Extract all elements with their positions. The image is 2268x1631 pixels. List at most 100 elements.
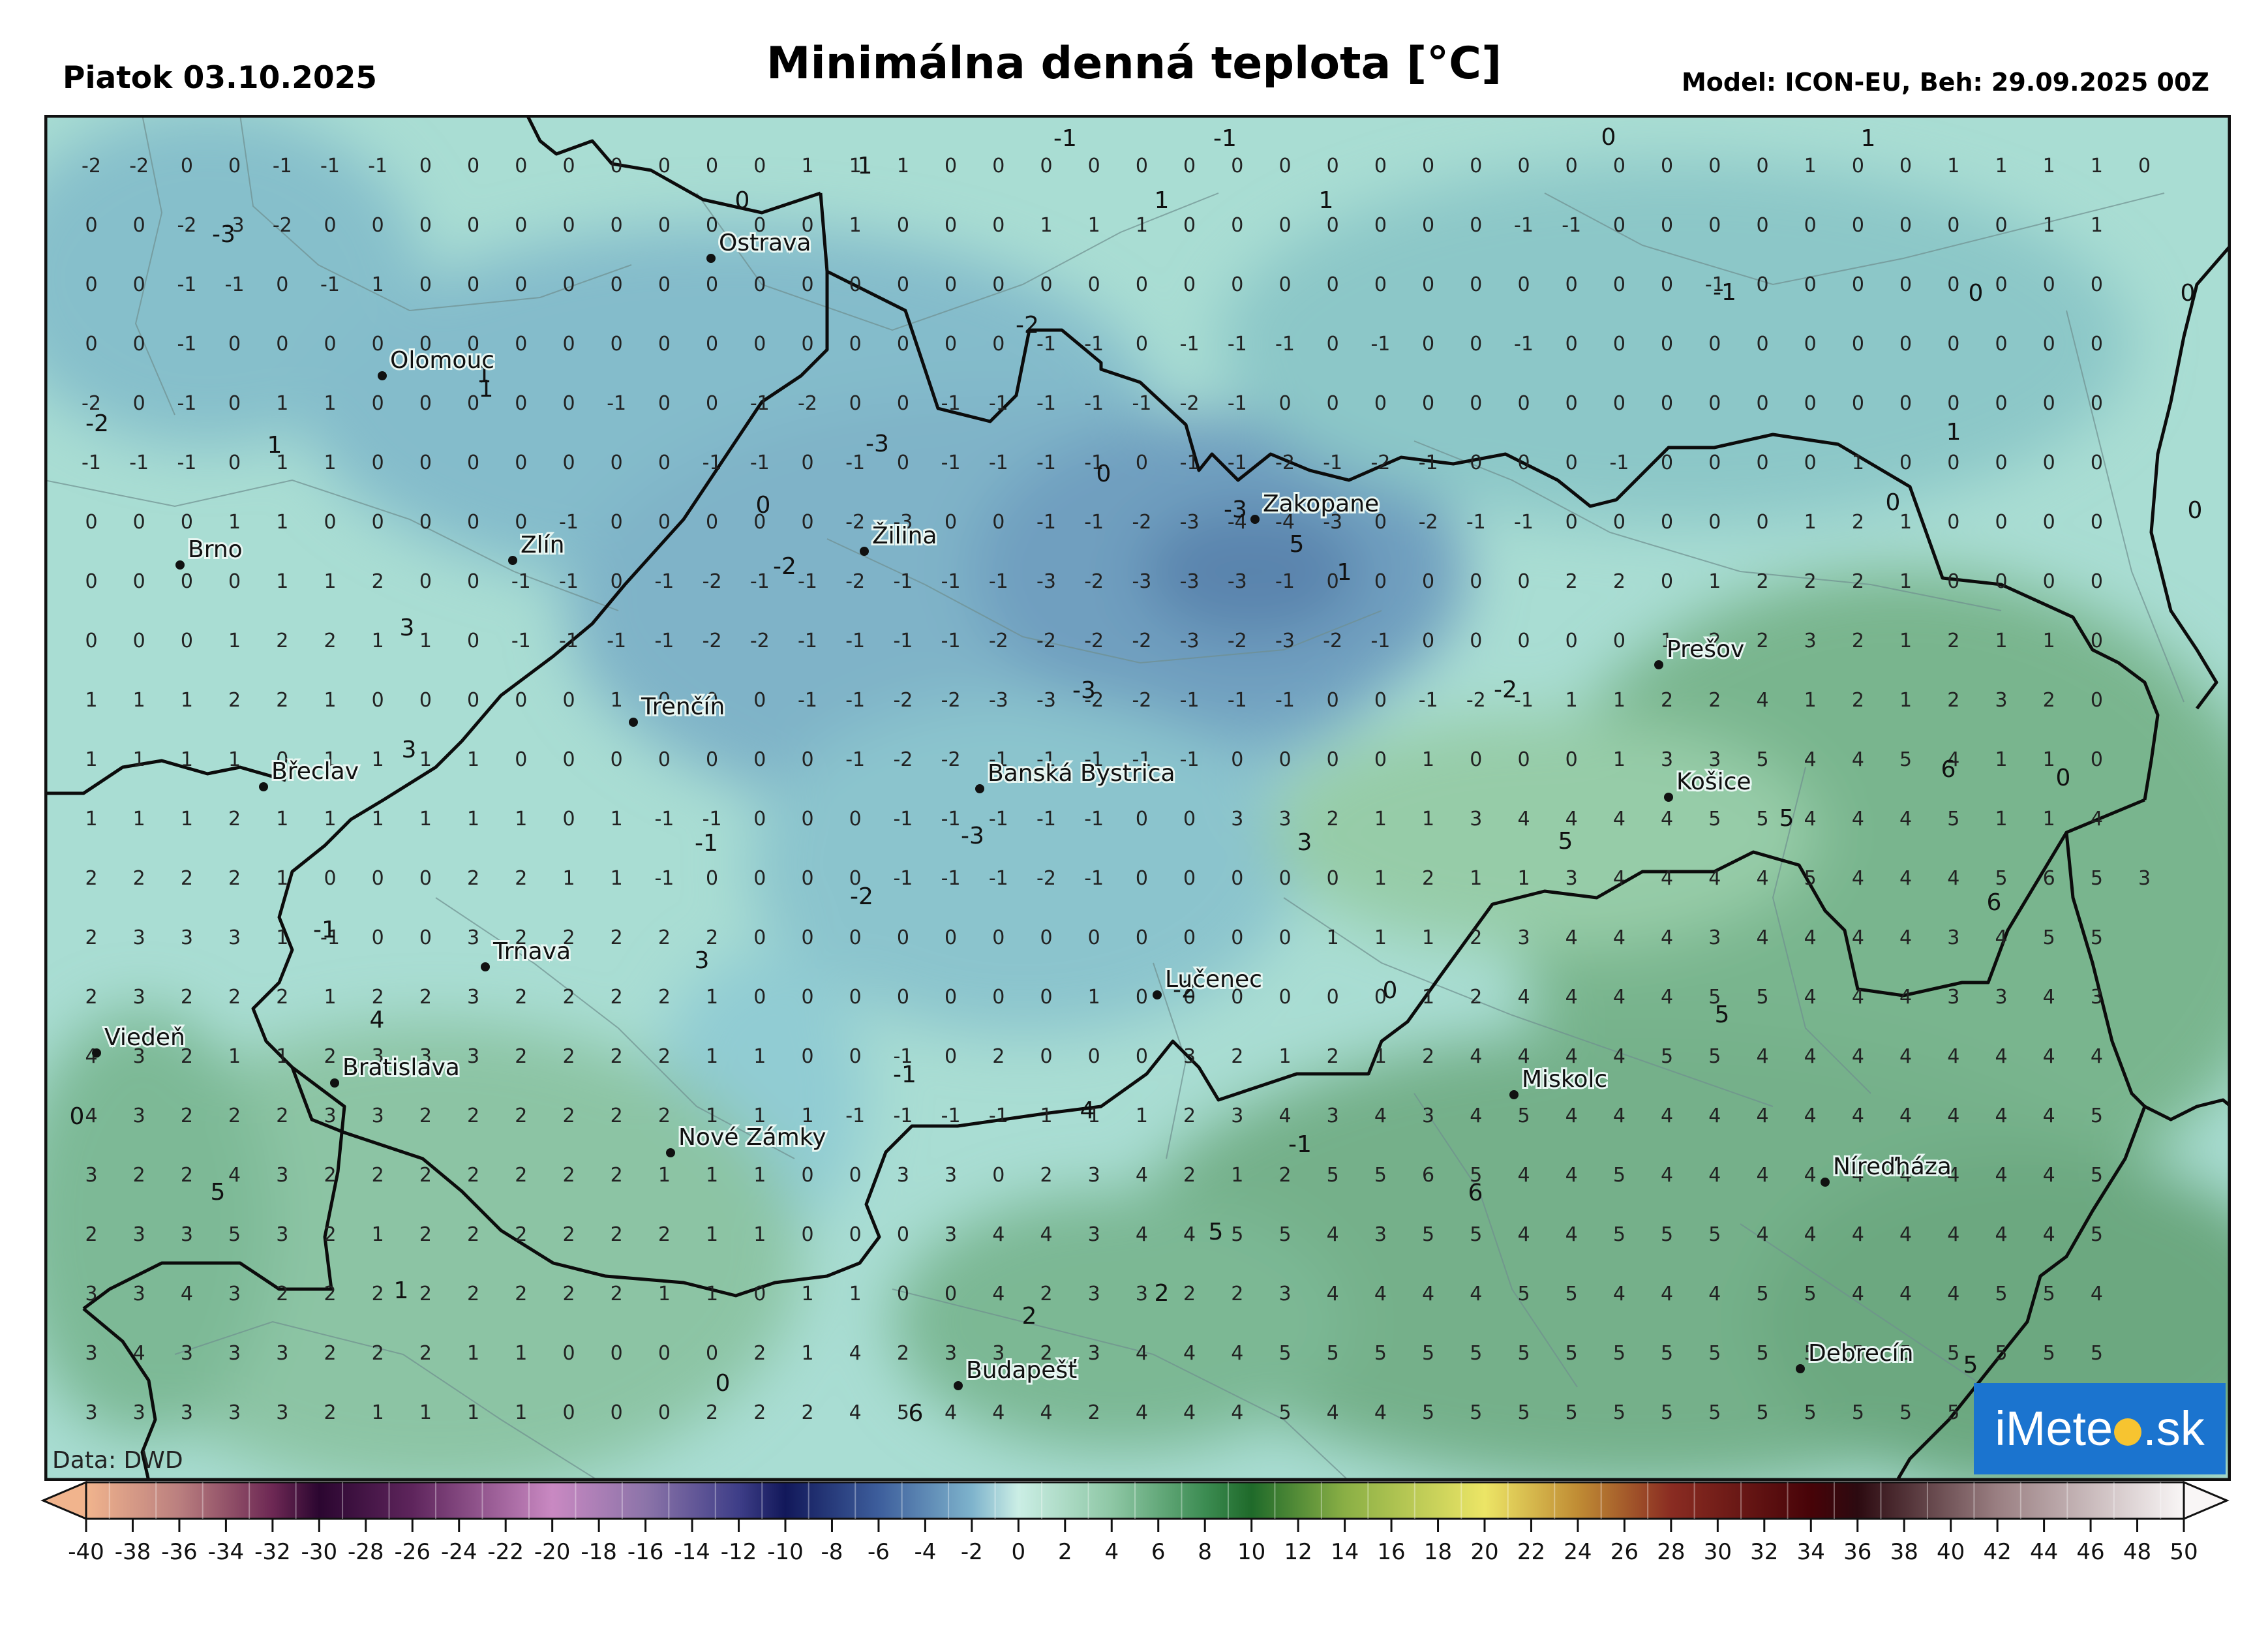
city-marker[interactable]: Banská Bystrica bbox=[975, 758, 1177, 793]
colorbar-tick-labels: -40 -38 -36 -34 -32 -30 -28 -26 -24 -22 -20 -18 -16-… bbox=[68, 1539, 2198, 1565]
city-marker[interactable]: Budapešť bbox=[954, 1355, 1079, 1390]
grid-value: 3 bbox=[1088, 1342, 1100, 1365]
grid-value: 0 bbox=[419, 273, 432, 296]
grid-value: 1 bbox=[1899, 511, 1912, 534]
colorbar-tick-label: -2 bbox=[961, 1539, 983, 1565]
grid-value: 0 bbox=[1995, 451, 2007, 474]
grid-value: 0 bbox=[611, 1342, 623, 1365]
city-marker[interactable]: Zlín bbox=[508, 530, 566, 565]
grid-value: 0 bbox=[276, 748, 288, 771]
grid-value: 3 bbox=[133, 1045, 145, 1068]
grid-value: 4 bbox=[849, 1401, 862, 1424]
grid-value: 1 bbox=[706, 1045, 718, 1068]
grid-value: -1 bbox=[511, 630, 531, 652]
city-marker[interactable]: Debrecín bbox=[1796, 1338, 1916, 1373]
city-marker[interactable]: Trnava bbox=[481, 936, 573, 971]
grid-value: 2 bbox=[276, 630, 288, 652]
city-marker[interactable]: Košice bbox=[1664, 767, 1753, 802]
grid-value: -3 bbox=[893, 511, 913, 534]
city-dot bbox=[175, 560, 185, 570]
city-marker[interactable]: Žilina bbox=[860, 520, 939, 556]
grid-value: 2 bbox=[181, 986, 193, 1009]
grid-value: -1 bbox=[1036, 451, 1056, 474]
grid-value: 1 bbox=[467, 1342, 479, 1365]
grid-value: 5 bbox=[1470, 1401, 1482, 1424]
grid-value: 2 bbox=[562, 1283, 575, 1305]
grid-value: 0 bbox=[658, 333, 671, 356]
grid-value: 0 bbox=[1231, 155, 1243, 177]
colorbar-ticks bbox=[85, 1482, 2185, 1532]
grid-value: 2 bbox=[1422, 867, 1434, 890]
grid-value: 1 bbox=[133, 748, 145, 771]
grid-value: 4 bbox=[1804, 1105, 1817, 1127]
grid-value: -1 bbox=[1370, 630, 1390, 652]
city-marker[interactable]: Viedeň bbox=[92, 1022, 187, 1058]
grid-value: 0 bbox=[753, 926, 766, 949]
grid-value: -1 bbox=[845, 630, 865, 652]
border-austria-hungary-south bbox=[82, 1307, 157, 1481]
grid-value: 0 bbox=[2043, 333, 2055, 356]
grid-value: 1 bbox=[133, 808, 145, 831]
city-marker[interactable]: Trenčín bbox=[629, 692, 727, 727]
grid-value: 1 bbox=[753, 1223, 766, 1246]
grid-value: -4 bbox=[1228, 511, 1247, 534]
grid-value: 0 bbox=[1231, 748, 1243, 771]
city-marker[interactable]: Prešov bbox=[1654, 634, 1746, 669]
grid-value: 0 bbox=[897, 333, 909, 356]
extreme-label: 0 bbox=[2056, 765, 2071, 791]
grid-value: 4 bbox=[1852, 808, 1864, 831]
city-marker[interactable]: Nové Zámky bbox=[666, 1122, 828, 1157]
grid-value: 2 bbox=[276, 986, 288, 1009]
grid-value: 1 bbox=[276, 511, 288, 534]
city-marker[interactable]: Níreďháza bbox=[1821, 1151, 1954, 1187]
border-hungary-ukraine bbox=[2143, 1098, 2231, 1121]
grid-value: 0 bbox=[706, 273, 718, 296]
city-marker[interactable]: Miskolc bbox=[1509, 1064, 1609, 1099]
grid-value: 2 bbox=[1327, 808, 1339, 831]
grid-value: 4 bbox=[1040, 1223, 1052, 1246]
grid-value: 0 bbox=[753, 808, 766, 831]
grid-value: 0 bbox=[706, 392, 718, 415]
grid-value: 1 bbox=[753, 1105, 766, 1127]
city-marker[interactable]: Ostrava bbox=[706, 228, 813, 263]
grid-value: 1 bbox=[611, 808, 623, 831]
grid-value: -1 bbox=[845, 748, 865, 771]
grid-value: 1 bbox=[228, 1045, 241, 1068]
grid-value: 0 bbox=[1708, 214, 1721, 237]
city-marker[interactable]: Olomouc bbox=[378, 345, 496, 380]
grid-value: 0 bbox=[1278, 748, 1291, 771]
colorbar-tick-label: -34 bbox=[208, 1539, 245, 1565]
city-marker[interactable]: Brno bbox=[175, 534, 245, 570]
city-marker[interactable]: Lučenec bbox=[1153, 964, 1264, 999]
grid-value: 1 bbox=[276, 451, 288, 474]
grid-value: 0 bbox=[1040, 986, 1052, 1009]
city-marker[interactable]: Bratislava bbox=[330, 1052, 462, 1088]
colorbar-tick-label: 4 bbox=[1104, 1539, 1119, 1565]
grid-value: -1 bbox=[1514, 333, 1534, 356]
grid-value: 0 bbox=[2043, 570, 2055, 593]
colorbar-tick-label: -40 bbox=[68, 1539, 104, 1565]
temperature-value-grid: -2 -2 0 0 -1 -1 -1 0 0 0 0 0 0 0 0 1 1 1 0 0 0 0 0 0 0 0 0 0 0 0 0 0 0 0 0… bbox=[82, 155, 2151, 1424]
grid-value: 0 bbox=[419, 155, 432, 177]
temperature-map[interactable]: -2 -2 0 0 -1 -1 -1 0 0 0 0 0 0 0 0 1 1 1 0 0 0 0 0 0 0 0 0 0 0 0 0 0 0 0 0… bbox=[44, 115, 2231, 1481]
colorbar-tick-label: 0 bbox=[1012, 1539, 1026, 1565]
grid-value: -1 bbox=[893, 867, 913, 890]
grid-value: 3 bbox=[1231, 808, 1243, 831]
grid-value: 0 bbox=[1995, 570, 2007, 593]
grid-value: 0 bbox=[706, 689, 718, 712]
grid-value: 5 bbox=[1947, 1401, 1959, 1424]
grid-value: -2 bbox=[703, 630, 722, 652]
city-marker[interactable]: Zakopane bbox=[1250, 489, 1381, 524]
grid-value: 0 bbox=[562, 689, 575, 712]
grid-value: -1 bbox=[320, 155, 340, 177]
grid-value: 1 bbox=[1995, 808, 2007, 831]
grid-value: 2 bbox=[1470, 926, 1482, 949]
grid-value: 4 bbox=[1613, 808, 1625, 831]
grid-value: 3 bbox=[1374, 1223, 1387, 1246]
grid-value: 1 bbox=[419, 748, 432, 771]
grid-value: 0 bbox=[372, 867, 384, 890]
grid-value: -1 bbox=[654, 808, 674, 831]
city-marker[interactable]: Břeclav bbox=[259, 756, 361, 791]
grid-value: 2 bbox=[228, 689, 241, 712]
imeteo-logo[interactable]: iMete .sk bbox=[1974, 1383, 2226, 1474]
